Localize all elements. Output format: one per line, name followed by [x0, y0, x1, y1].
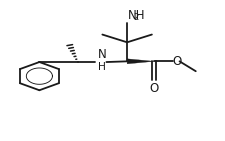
Text: NH: NH: [128, 9, 146, 22]
Text: 2: 2: [134, 13, 139, 22]
Text: H: H: [99, 62, 106, 72]
Polygon shape: [127, 59, 154, 64]
Text: N: N: [98, 48, 107, 61]
Text: O: O: [172, 55, 181, 68]
Text: O: O: [149, 82, 159, 95]
